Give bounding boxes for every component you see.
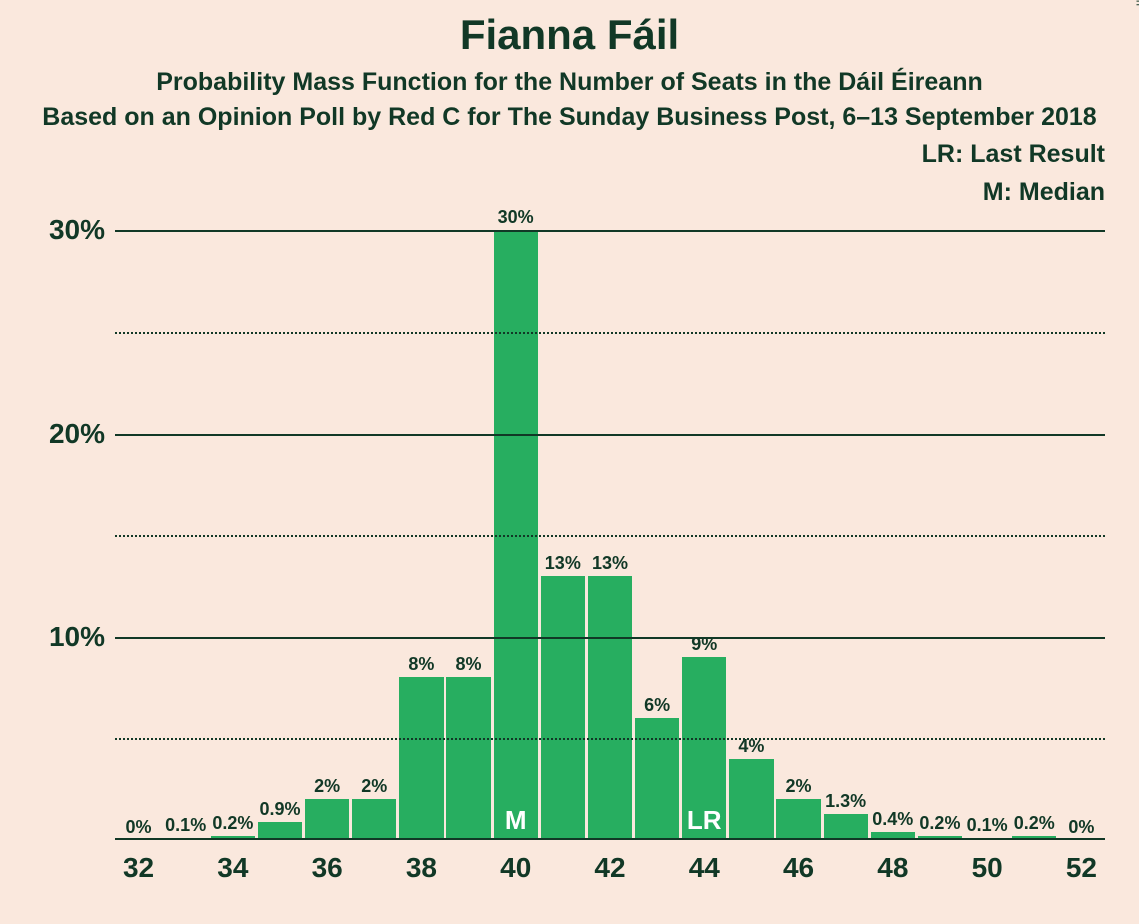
bar-value-label: 30% <box>498 207 534 230</box>
bars-container: 0%0.1%0.2%0.9%2%2%8%8%30%M13%13%6%9%LR4%… <box>115 210 1105 840</box>
x-tick-label: 36 <box>312 840 343 884</box>
bar-slot: 2% <box>775 210 822 840</box>
x-tick-label: 40 <box>500 840 531 884</box>
bar-slot: 8% <box>445 210 492 840</box>
bar-slot: 6% <box>634 210 681 840</box>
bar: 13% <box>588 576 632 840</box>
bar-value-label: 8% <box>408 654 434 677</box>
bar: 2% <box>776 799 820 840</box>
x-tick-label: 38 <box>406 840 437 884</box>
bar-slot: 0% <box>115 210 162 840</box>
bar-value-label: 2% <box>786 776 812 799</box>
x-tick-label: 52 <box>1066 840 1097 884</box>
x-tick-label: 48 <box>877 840 908 884</box>
bar: 2% <box>352 799 396 840</box>
bar: 8% <box>399 677 443 840</box>
x-tick-label: 46 <box>783 840 814 884</box>
bar-slot: 2% <box>351 210 398 840</box>
y-tick-label: 10% <box>49 621 115 653</box>
copyright-text: © 2020 Filip van Laenen <box>1133 0 1139 6</box>
bar-slot: 0% <box>1058 210 1105 840</box>
bar-slot: 9%LR <box>681 210 728 840</box>
bar-value-label: 0.2% <box>1014 813 1055 836</box>
bar: 13% <box>541 576 585 840</box>
bar-slot: 1.3% <box>822 210 869 840</box>
bar-value-label: 0.1% <box>967 815 1008 838</box>
bar-value-label: 0% <box>1068 817 1094 840</box>
bar-value-label: 0.2% <box>212 813 253 836</box>
bar-annotation: M <box>505 805 527 836</box>
x-tick-label: 50 <box>972 840 1003 884</box>
bar-slot: 30% M <box>492 210 539 840</box>
bar-slot: 0.1% <box>162 210 209 840</box>
bar-slot: 0.2% <box>1011 210 1058 840</box>
bar-slot: 2% <box>304 210 351 840</box>
bar-value-label: 0.4% <box>872 809 913 832</box>
bar-slot: 0.1% <box>964 210 1011 840</box>
legend-last-result: LR: Last Result <box>922 140 1105 169</box>
x-tick-label: 44 <box>689 840 720 884</box>
x-tick-label: 42 <box>594 840 625 884</box>
bar-value-label: 2% <box>314 776 340 799</box>
bar: 2% <box>305 799 349 840</box>
bar-value-label: 6% <box>644 695 670 718</box>
gridline-minor <box>115 332 1105 334</box>
bar: 9%LR <box>682 657 726 840</box>
bar-value-label: 1.3% <box>825 791 866 814</box>
y-tick-label: 30% <box>49 214 115 246</box>
bar-value-label: 2% <box>361 776 387 799</box>
x-tick-label: 32 <box>123 840 154 884</box>
bar-chart: 0%0.1%0.2%0.9%2%2%8%8%30%M13%13%6%9%LR4%… <box>115 210 1105 840</box>
gridline-minor <box>115 738 1105 740</box>
bar-slot: 0.9% <box>256 210 303 840</box>
bar-value-label: 0.2% <box>919 813 960 836</box>
bar-slot: 13% <box>539 210 586 840</box>
bar: 4% <box>729 759 773 840</box>
bar: 1.3% <box>824 814 868 840</box>
bar-value-label: 0.1% <box>165 815 206 838</box>
bar-value-label: 0.9% <box>259 799 300 822</box>
y-tick-label: 20% <box>49 418 115 450</box>
bar-slot: 4% <box>728 210 775 840</box>
legend-median: M: Median <box>983 178 1105 207</box>
gridline-major <box>115 230 1105 232</box>
chart-title: Fianna Fáil <box>0 0 1139 58</box>
bar: 8% <box>446 677 490 840</box>
bar-slot: 8% <box>398 210 445 840</box>
bar-value-label: 8% <box>456 654 482 677</box>
gridline-major <box>115 637 1105 639</box>
bar-annotation: LR <box>687 805 722 836</box>
x-tick-label: 34 <box>217 840 248 884</box>
gridline-minor <box>115 535 1105 537</box>
bar-value-label: 13% <box>545 553 581 576</box>
bar-value-label: 0% <box>126 817 152 840</box>
bar-slot: 0.4% <box>869 210 916 840</box>
bar-slot: 0.2% <box>916 210 963 840</box>
chart-subtitle-2: Based on an Opinion Poll by Red C for Th… <box>0 103 1139 132</box>
bar-slot: 0.2% <box>209 210 256 840</box>
bar-value-label: 13% <box>592 553 628 576</box>
chart-subtitle-1: Probability Mass Function for the Number… <box>0 68 1139 97</box>
gridline-major <box>115 434 1105 436</box>
bar-slot: 13% <box>586 210 633 840</box>
bar: 6% <box>635 718 679 840</box>
